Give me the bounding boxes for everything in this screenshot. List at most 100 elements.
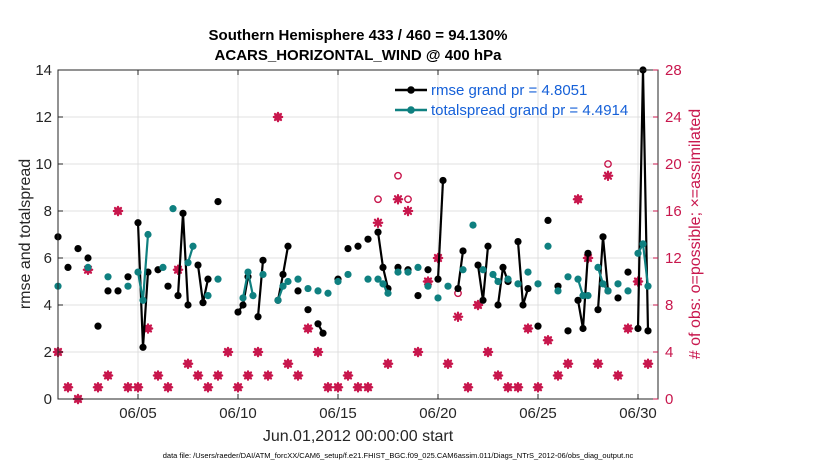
rmse-point	[414, 292, 422, 300]
obs-assimilated-point	[562, 358, 574, 370]
obs-assimilated-point	[182, 358, 194, 370]
y-right-tick-label: 8	[665, 297, 673, 314]
rmse-point	[94, 322, 102, 330]
rmse-point	[499, 263, 507, 271]
spread-point	[124, 282, 132, 290]
spread-point	[534, 280, 542, 288]
obs-assimilated-point	[192, 370, 204, 381]
obs-possible-point	[404, 195, 412, 204]
x-tick-label: 06/30	[619, 405, 657, 422]
rmse-point	[344, 245, 352, 253]
spread-point	[479, 266, 487, 274]
spread-point	[634, 249, 642, 257]
obs-assimilated-point	[452, 311, 464, 323]
rmse-point	[439, 176, 447, 185]
spread-point	[364, 275, 372, 283]
spread-point	[644, 282, 652, 290]
rmse-point	[579, 324, 587, 333]
spread-point	[504, 275, 512, 283]
y-tick-label: 2	[44, 344, 52, 361]
spread-point	[324, 289, 332, 297]
obs-assimilated-point	[442, 358, 454, 370]
obs-assimilated-point	[372, 217, 384, 229]
obs-assimilated-point	[132, 381, 144, 393]
obs-assimilated-point	[552, 370, 564, 381]
obs-assimilated-point	[352, 381, 364, 393]
y-tick-label: 6	[44, 250, 52, 267]
rmse-point	[164, 282, 172, 290]
obs-assimilated-point	[152, 370, 164, 381]
rmse-point	[104, 287, 112, 295]
legend-rmse-marker	[407, 86, 415, 94]
obs-assimilated-point	[592, 358, 604, 370]
rmse-point	[314, 320, 322, 328]
spread-point	[189, 242, 197, 250]
spread-point	[384, 289, 392, 297]
spread-point	[334, 277, 342, 286]
obs-assimilated-point	[102, 370, 114, 381]
spread-point	[604, 287, 612, 295]
rmse-point	[484, 242, 492, 250]
obs-assimilated-point	[382, 358, 394, 370]
x-tick-label: 06/15	[319, 405, 357, 422]
y-tick-label: 0	[44, 391, 52, 408]
x-tick-label: 06/05	[119, 405, 157, 422]
rmse-line-segment	[436, 180, 445, 280]
rmse-point	[574, 296, 582, 304]
legend-spread-marker	[407, 106, 415, 114]
spread-point	[514, 280, 522, 288]
spread-point	[444, 282, 452, 290]
spread-point	[84, 263, 92, 271]
obs-assimilated-point	[512, 381, 524, 393]
y-right-tick-label: 28	[665, 62, 682, 79]
rmse-point	[304, 306, 312, 314]
obs-possible-point	[394, 171, 402, 180]
spread-point	[159, 263, 167, 271]
spread-point	[424, 282, 432, 290]
rmse-point	[279, 270, 287, 279]
spread-point	[374, 275, 382, 283]
rmse-point	[204, 275, 212, 283]
spread-point	[204, 292, 212, 300]
rmse-point	[354, 242, 362, 250]
rmse-point	[259, 256, 267, 264]
rmse-point	[199, 299, 207, 307]
spread-point	[434, 294, 442, 302]
obs-assimilated-point	[522, 323, 534, 334]
obs-assimilated-point	[482, 346, 494, 358]
y-tick-label: 4	[44, 297, 52, 314]
spread-point	[274, 296, 282, 304]
spread-point	[459, 266, 467, 274]
y-right-tick-label: 16	[665, 203, 682, 220]
rmse-point	[459, 247, 467, 255]
rmse-point	[454, 284, 462, 293]
obs-assimilated-point	[612, 370, 624, 381]
obs-assimilated-point	[292, 370, 304, 381]
obs-assimilated-point	[262, 370, 274, 381]
obs-assimilated-point	[622, 323, 634, 334]
plot-frame	[57, 69, 659, 400]
obs-assimilated-point	[462, 381, 474, 393]
rmse-point	[74, 245, 82, 253]
rmse-point	[624, 268, 632, 276]
obs-assimilated-point	[202, 381, 214, 393]
y-axis-label: rmse and totalspread	[17, 159, 34, 309]
rmse-point	[254, 313, 262, 321]
obs-assimilated-point	[502, 381, 514, 393]
spread-point	[279, 282, 287, 290]
x-tick-label: 06/10	[219, 405, 257, 422]
rmse-point	[524, 284, 532, 293]
obs-assimilated-point	[232, 381, 244, 393]
chart-subtitle: ACARS_HORIZONTAL_WIND @ 400 hPa	[215, 47, 503, 64]
obs-assimilated-point	[272, 111, 284, 123]
obs-assimilated-point	[252, 346, 264, 358]
spread-point	[564, 273, 572, 281]
rmse-point	[374, 228, 382, 236]
spread-point	[594, 263, 602, 271]
obs-assimilated-point	[92, 381, 104, 393]
rmse-point	[479, 296, 487, 304]
spread-point	[134, 268, 142, 276]
spread-point	[284, 277, 292, 286]
rmse-point	[139, 343, 147, 351]
spread-point	[169, 205, 177, 213]
